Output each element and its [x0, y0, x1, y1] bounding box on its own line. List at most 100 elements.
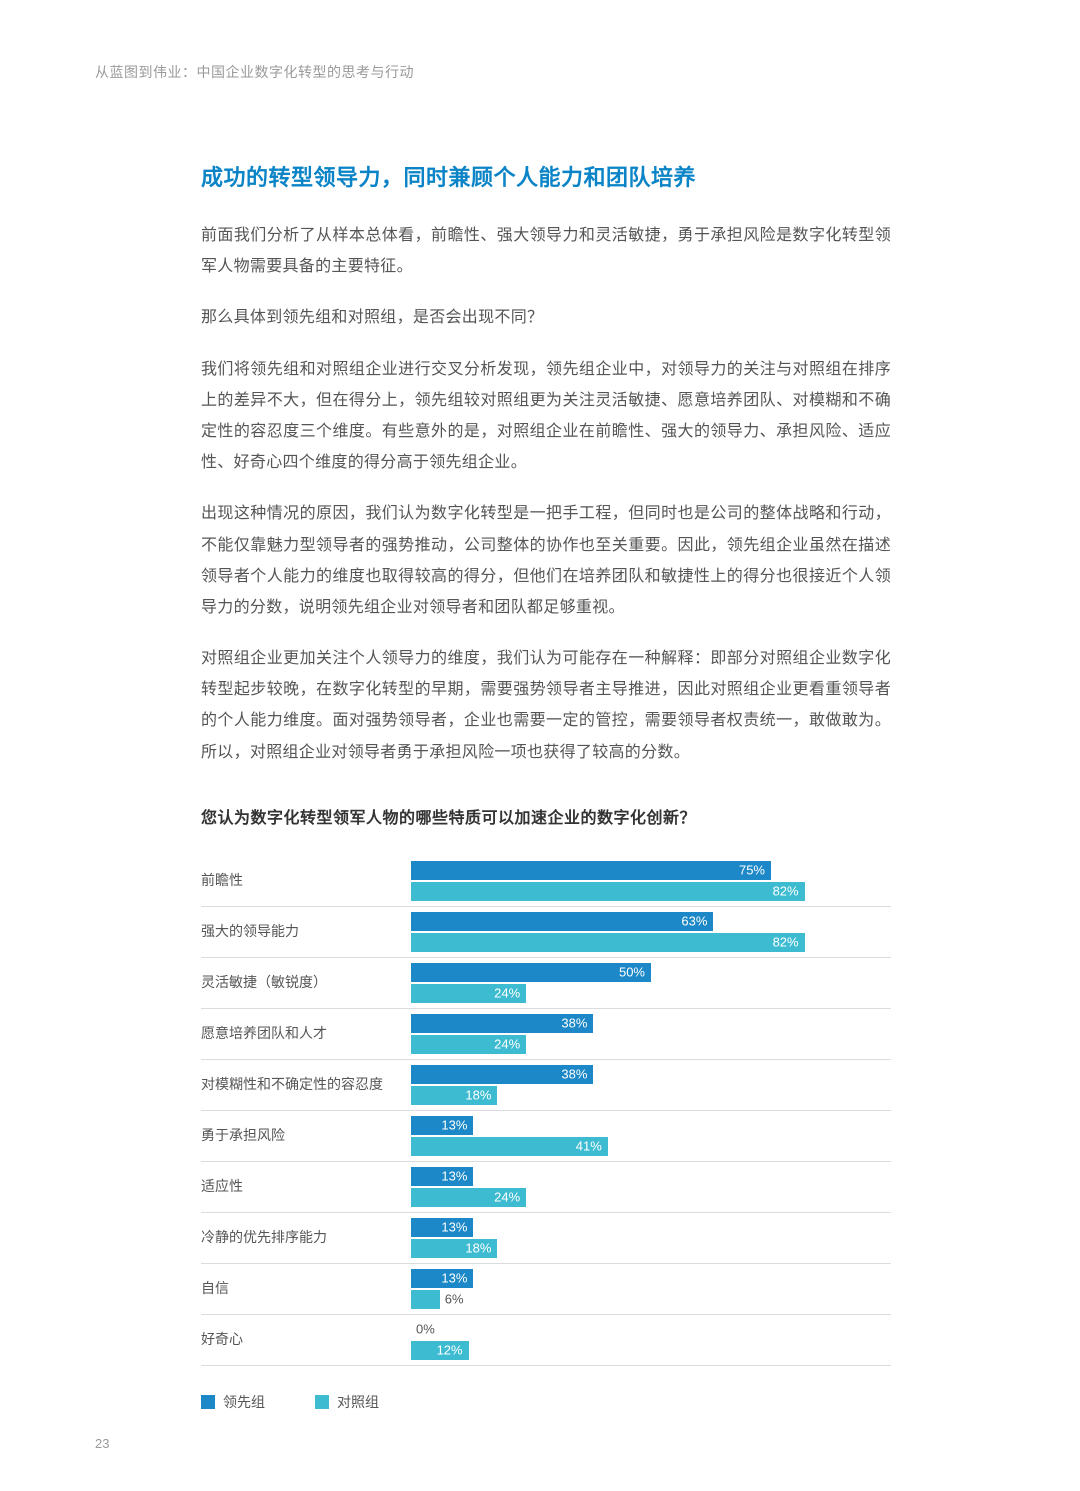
bar: 24%	[411, 1188, 526, 1207]
paragraph: 我们将领先组和对照组企业进行交叉分析发现，领先组企业中，对领导力的关注与对照组在…	[201, 354, 891, 479]
paragraph: 对照组企业更加关注个人领导力的维度，我们认为可能存在一种解释：即部分对照组企业数…	[201, 643, 891, 768]
row-bars: 38% 24%	[411, 1014, 891, 1054]
row-bars: 13%18%	[411, 1218, 891, 1258]
row-label: 愿意培养团队和人才	[201, 1014, 411, 1043]
paragraph: 出现这种情况的原因，我们认为数字化转型是一把手工程，但同时也是公司的整体战略和行…	[201, 498, 891, 623]
bar: 50%	[411, 963, 651, 982]
bar: 24%	[411, 984, 526, 1003]
bar-chart: 前瞻性75%82%强大的领导能力63%82%灵活敏捷（敏锐度）50%24%愿意培…	[201, 856, 891, 1366]
bar: 13%	[411, 1167, 473, 1186]
bar-value: 13%	[441, 1220, 467, 1235]
row-label: 冷静的优先排序能力	[201, 1218, 411, 1247]
bar-wrap: 63%	[411, 912, 891, 931]
bar: 18%	[411, 1086, 497, 1105]
page: 从蓝图到伟业：中国企业数字化转型的思考与行动 成功的转型领导力，同时兼顾个人能力…	[0, 0, 1080, 1412]
section-title: 成功的转型领导力，同时兼顾个人能力和团队培养	[201, 160, 891, 192]
row-label: 强大的领导能力	[201, 912, 411, 941]
bar-wrap: 24%	[411, 1035, 891, 1054]
bar-wrap: 18%	[411, 1239, 891, 1258]
bar-value: 18%	[465, 1088, 491, 1103]
paragraph: 那么具体到领先组和对照组，是否会出现不同？	[201, 302, 891, 333]
row-label: 好奇心	[201, 1320, 411, 1349]
chart-row: 前瞻性 75% 82%	[201, 856, 891, 907]
bar-value: 50%	[619, 965, 645, 980]
bar: 63%	[411, 912, 713, 931]
bar-wrap: 13%	[411, 1167, 891, 1186]
chart-title: 您认为数字化转型领军人物的哪些特质可以加速企业的数字化创新？	[201, 804, 891, 828]
row-label: 适应性	[201, 1167, 411, 1196]
row-bars: 0%12%	[411, 1320, 891, 1360]
bar-wrap: 13%	[411, 1269, 891, 1288]
row-label: 自信	[201, 1269, 411, 1298]
bar-wrap: 75%	[411, 861, 891, 880]
bar-value: 24%	[494, 1190, 520, 1205]
bar-value: 41%	[576, 1139, 602, 1154]
legend-item: 对照组	[315, 1392, 379, 1412]
legend-swatch	[201, 1395, 215, 1409]
bar-value: 82%	[773, 935, 799, 950]
chart-row: 好奇心0%12%	[201, 1315, 891, 1366]
bar-value: 75%	[739, 863, 765, 878]
legend-item: 领先组	[201, 1392, 265, 1412]
bar-value: 6%	[445, 1292, 464, 1307]
chart-row: 勇于承担风险 13% 41%	[201, 1111, 891, 1162]
row-bars: 13% 24%	[411, 1167, 891, 1207]
bar-value: 13%	[441, 1169, 467, 1184]
bar-wrap: 82%	[411, 882, 891, 901]
bar-value: 24%	[494, 986, 520, 1001]
legend-label: 领先组	[223, 1392, 265, 1412]
chart-row: 灵活敏捷（敏锐度） 50% 24%	[201, 958, 891, 1009]
bar: 38%	[411, 1014, 593, 1033]
row-label: 勇于承担风险	[201, 1116, 411, 1145]
bar-wrap: 12%	[411, 1341, 891, 1360]
bar-wrap: 6%	[411, 1290, 891, 1309]
bar: 18%	[411, 1239, 497, 1258]
bar: 75%	[411, 861, 771, 880]
bar-value: 63%	[681, 914, 707, 929]
bar-wrap: 24%	[411, 984, 891, 1003]
bar: 12%	[411, 1341, 469, 1360]
bar-value: 24%	[494, 1037, 520, 1052]
row-label: 灵活敏捷（敏锐度）	[201, 963, 411, 992]
bar-wrap: 41%	[411, 1137, 891, 1156]
chart-row: 愿意培养团队和人才 38% 24%	[201, 1009, 891, 1060]
bar-value: 82%	[773, 884, 799, 899]
bar: 13%	[411, 1116, 473, 1135]
bar-wrap: 50%	[411, 963, 891, 982]
bar: 6%	[411, 1290, 440, 1309]
bar-value: 18%	[465, 1241, 491, 1256]
chart-row: 冷静的优先排序能力13%18%	[201, 1213, 891, 1264]
bar: 38%	[411, 1065, 593, 1084]
chart-row: 强大的领导能力 63% 82%	[201, 907, 891, 958]
bar-value: 38%	[561, 1016, 587, 1031]
bar-wrap: 38%	[411, 1065, 891, 1084]
page-number: 23	[95, 1436, 109, 1451]
row-bars: 13%6%	[411, 1269, 891, 1309]
bar-value: 0%	[416, 1322, 435, 1337]
bar-value: 13%	[441, 1271, 467, 1286]
bar: 82%	[411, 882, 805, 901]
row-label: 前瞻性	[201, 861, 411, 890]
bar-wrap: 24%	[411, 1188, 891, 1207]
content-area: 成功的转型领导力，同时兼顾个人能力和团队培养 前面我们分析了从样本总体看，前瞻性…	[201, 160, 891, 1412]
bar: 24%	[411, 1035, 526, 1054]
row-bars: 75% 82%	[411, 861, 891, 901]
bar: 41%	[411, 1137, 608, 1156]
paragraph: 前面我们分析了从样本总体看，前瞻性、强大领导力和灵活敏捷，勇于承担风险是数字化转…	[201, 220, 891, 282]
chart-row: 对模糊性和不确定性的容忍度38% 18%	[201, 1060, 891, 1111]
bar-wrap: 13%	[411, 1116, 891, 1135]
row-bars: 50% 24%	[411, 963, 891, 1003]
running-header: 从蓝图到伟业：中国企业数字化转型的思考与行动	[95, 62, 985, 82]
bar-wrap: 18%	[411, 1086, 891, 1105]
chart-row: 适应性 13% 24%	[201, 1162, 891, 1213]
bar-value: 13%	[441, 1118, 467, 1133]
row-label: 对模糊性和不确定性的容忍度	[201, 1065, 411, 1094]
bar-wrap: 0%	[411, 1320, 891, 1339]
bar-wrap: 13%	[411, 1218, 891, 1237]
bar-value: 12%	[437, 1343, 463, 1358]
row-bars: 13% 41%	[411, 1116, 891, 1156]
legend-swatch	[315, 1395, 329, 1409]
bar: 82%	[411, 933, 805, 952]
chart-legend: 领先组 对照组	[201, 1392, 891, 1412]
row-bars: 63% 82%	[411, 912, 891, 952]
